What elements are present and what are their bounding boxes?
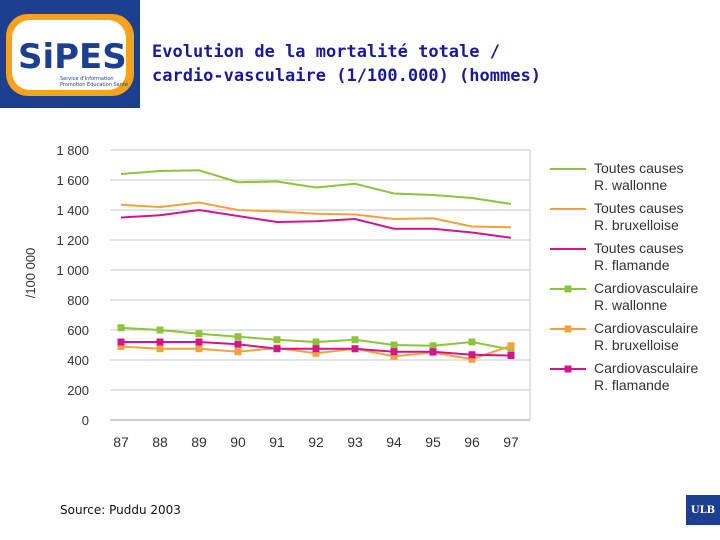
legend-marker — [564, 285, 572, 293]
y-tick-label: 200 — [67, 383, 89, 398]
legend-label: Toutes causes — [594, 240, 684, 256]
data-point — [507, 352, 515, 359]
legend-label: Toutes causes — [594, 200, 684, 216]
data-point — [507, 342, 515, 350]
x-tick-label: 94 — [386, 434, 402, 450]
data-point — [117, 324, 125, 332]
legend-label: Cardiovasculaire — [594, 360, 698, 376]
y-tick-label: 600 — [67, 323, 89, 338]
legend-label: R. bruxelloise — [594, 217, 679, 233]
data-point — [234, 348, 242, 356]
x-tick-label: 97 — [503, 434, 519, 450]
y-tick-label: 1 800 — [56, 143, 89, 158]
data-point — [234, 340, 242, 348]
data-point — [468, 355, 476, 363]
series-line-2 — [120, 208, 512, 239]
x-tick-label: 96 — [464, 434, 480, 450]
gridlines — [110, 149, 530, 391]
axes: 0 200 400 600 800 1 000 1 200 1 400 1 600 1 800 87… — [56, 143, 531, 450]
data-point — [468, 351, 476, 359]
data-point — [507, 346, 515, 353]
series-line-1 — [120, 201, 512, 229]
series-lines — [117, 169, 515, 363]
data-point — [429, 342, 437, 350]
y-tick-label: 0 — [82, 413, 89, 428]
page-title: Evolution de la mortalité totale / cardi… — [152, 40, 672, 88]
legend-label: Cardiovasculaire — [594, 280, 698, 296]
data-point — [351, 336, 359, 344]
data-point — [117, 343, 125, 350]
x-tick-label: 91 — [269, 434, 285, 450]
data-point — [195, 338, 203, 346]
data-point — [312, 338, 320, 346]
data-point — [156, 338, 164, 346]
data-point — [156, 345, 164, 353]
legend-marker — [564, 365, 572, 373]
x-tick-label: 88 — [152, 434, 168, 450]
y-tick-label: 400 — [67, 353, 89, 368]
logo-subtitle-1: Service d'Information — [60, 76, 114, 82]
legend-label: Toutes causes — [594, 160, 684, 176]
data-point — [390, 352, 398, 360]
legend-label: R. bruxelloise — [594, 337, 679, 353]
data-point — [273, 345, 281, 353]
y-tick-label: 1 400 — [56, 203, 89, 218]
x-tick-label: 93 — [347, 434, 363, 450]
x-tick-label: 87 — [113, 434, 129, 450]
logo-text: SiPES — [18, 37, 127, 77]
data-point — [195, 345, 203, 353]
data-point — [390, 348, 398, 356]
title-line-2: cardio-vasculaire (1/100.000) (hommes) — [152, 66, 541, 86]
legend-label: R. wallonne — [594, 177, 667, 193]
data-point — [429, 348, 437, 356]
legend-label: R. wallonne — [594, 297, 667, 313]
y-tick-label: 1 200 — [56, 233, 89, 248]
data-point — [195, 330, 203, 338]
source-note: Source: Puddu 2003 — [60, 503, 181, 517]
x-tick-label: 89 — [191, 434, 207, 450]
data-point — [156, 326, 164, 334]
data-point — [390, 341, 398, 349]
data-point — [273, 336, 281, 344]
legend-label: Cardiovasculaire — [594, 320, 698, 336]
data-point — [234, 333, 242, 341]
legend-label: R. flamande — [594, 257, 670, 273]
data-point — [468, 338, 476, 346]
data-point — [312, 345, 320, 353]
y-axis-label: /100 000 — [23, 248, 38, 299]
logo-subtitle-2: Promotion Education Santé — [60, 81, 128, 88]
y-tick-label: 800 — [67, 293, 89, 308]
title-line-1: Evolution de la mortalité totale / — [152, 42, 500, 62]
x-tick-label: 90 — [230, 434, 246, 450]
x-tick-label: 92 — [308, 434, 324, 450]
series-line-0 — [120, 169, 512, 205]
legend-label: R. flamande — [594, 377, 670, 393]
y-tick-label: 1 000 — [56, 263, 89, 278]
legend-marker — [564, 325, 572, 333]
data-point — [312, 349, 320, 357]
x-tick-label: 95 — [425, 434, 441, 450]
ulb-logo: ULB — [686, 495, 720, 525]
y-tick-label: 1 600 — [56, 173, 89, 188]
sipes-logo: SiPES Service d'Information Promotion Ed… — [0, 0, 140, 108]
data-point — [117, 338, 125, 346]
data-point — [351, 345, 359, 353]
